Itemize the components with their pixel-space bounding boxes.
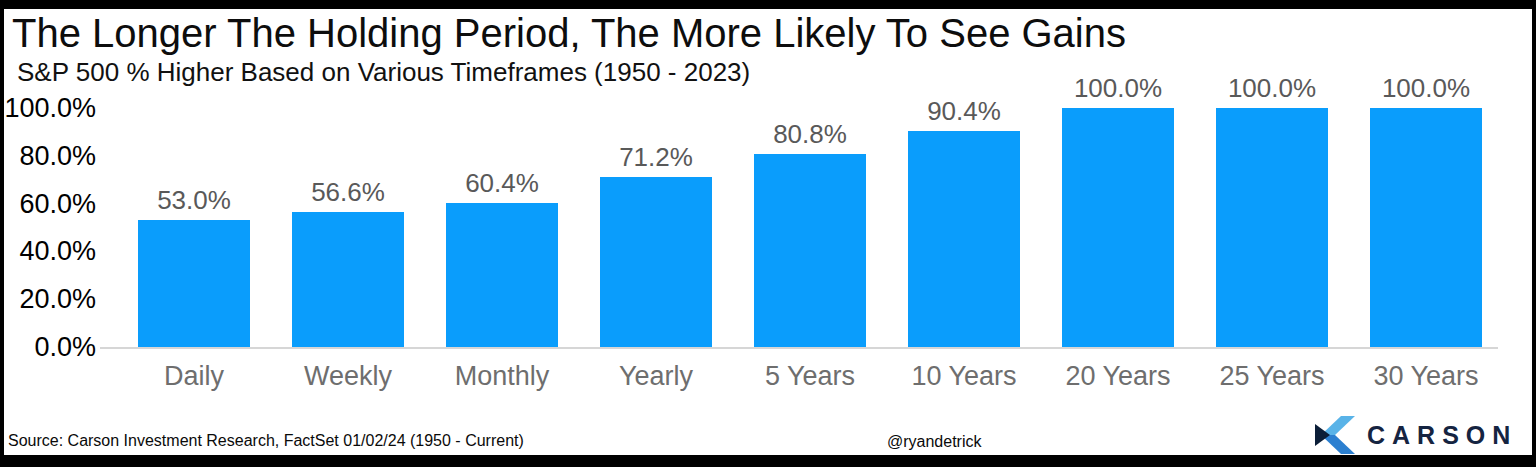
carson-logo: CARSON: [1314, 415, 1524, 455]
source-note: Source: Carson Investment Research, Fact…: [8, 432, 524, 450]
bar: [1370, 108, 1482, 347]
carson-logo-icon: [1314, 416, 1356, 454]
x-tick-label: 20 Years: [1038, 360, 1198, 392]
bar-value-label: 90.4%: [884, 95, 1044, 127]
bar-value-label: 56.6%: [268, 176, 428, 208]
x-tick-label: 5 Years: [730, 360, 890, 392]
x-tick-label: Weekly: [268, 360, 428, 392]
bar-value-label: 100.0%: [1346, 72, 1506, 104]
bar-value-label: 71.2%: [576, 141, 736, 173]
y-tick-label: 60.0%: [4, 188, 96, 220]
carson-logo-text: CARSON: [1367, 421, 1517, 450]
bar: [754, 154, 866, 347]
bar: [600, 177, 712, 347]
x-tick-label: Monthly: [422, 360, 582, 392]
bar-value-label: 100.0%: [1192, 72, 1352, 104]
chart-canvas: The Longer The Holding Period, The More …: [4, 9, 1532, 455]
y-tick-label: 20.0%: [4, 283, 96, 315]
twitter-handle: @ryandetrick: [887, 433, 982, 451]
bar-value-label: 80.8%: [730, 118, 890, 150]
x-tick-label: Daily: [114, 360, 274, 392]
y-tick-label: 0.0%: [4, 331, 96, 363]
y-tick-label: 100.0%: [4, 92, 96, 124]
y-tick-label: 40.0%: [4, 235, 96, 267]
bar-value-label: 53.0%: [114, 184, 274, 216]
chart-frame: The Longer The Holding Period, The More …: [0, 0, 1536, 467]
bar-chart-plot: 0.0% 20.0% 40.0% 60.0% 80.0% 100.0% 53.0% Daily…: [4, 9, 1532, 455]
bar: [1216, 108, 1328, 347]
bar-value-label: 100.0%: [1038, 72, 1198, 104]
bar: [1062, 108, 1174, 347]
x-tick-label: 25 Years: [1192, 360, 1352, 392]
x-tick-label: 30 Years: [1346, 360, 1506, 392]
x-tick-label: 10 Years: [884, 360, 1044, 392]
x-axis-line: [100, 347, 1498, 349]
y-tick-label: 80.0%: [4, 140, 96, 172]
bar: [908, 131, 1020, 347]
bar: [446, 203, 558, 347]
bar: [292, 212, 404, 347]
x-tick-label: Yearly: [576, 360, 736, 392]
bar-value-label: 60.4%: [422, 167, 582, 199]
bar: [138, 220, 250, 347]
